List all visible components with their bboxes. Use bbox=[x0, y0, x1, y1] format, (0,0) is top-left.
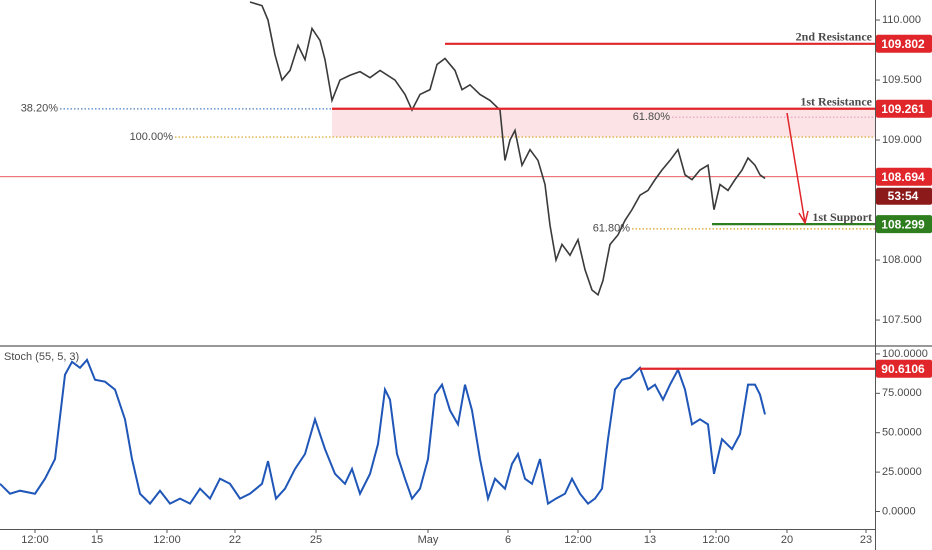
y-tick-label: 107.500 bbox=[882, 314, 922, 326]
x-tick-label: 12:00 bbox=[21, 534, 49, 546]
countdown: 53:54 bbox=[888, 189, 919, 203]
level-tag-bg bbox=[876, 215, 932, 234]
y-tick-label: 108.000 bbox=[882, 254, 922, 266]
stoch-level-tag: 90.6106 bbox=[881, 362, 925, 376]
fib-label: 100.00% bbox=[130, 131, 174, 143]
y-tick-label: 50.0000 bbox=[882, 427, 922, 439]
fib-label: 61.80% bbox=[633, 111, 671, 123]
fib-label: 38.20% bbox=[21, 103, 59, 115]
last-price-tag: 108.694 bbox=[881, 170, 925, 184]
resistance-zone bbox=[332, 108, 875, 138]
x-tick-label: 15 bbox=[91, 534, 103, 546]
target-arrow bbox=[786, 112, 809, 225]
y-tick-label: 100.0000 bbox=[882, 348, 928, 360]
x-tick-label: 6 bbox=[505, 534, 511, 546]
x-tick-label: 23 bbox=[860, 534, 872, 546]
y-tick-label: 109.000 bbox=[882, 134, 922, 146]
x-tick-label: 20 bbox=[781, 534, 793, 546]
series-line bbox=[249, 1, 766, 297]
x-tick-label: 22 bbox=[229, 534, 241, 546]
stoch-title: Stoch (55, 5, 3) bbox=[4, 351, 79, 363]
x-tick-label: 25 bbox=[310, 534, 322, 546]
y-tick-label: 75.0000 bbox=[882, 387, 922, 399]
level-tag-bg bbox=[876, 99, 932, 118]
y-tick-label: 109.500 bbox=[882, 74, 922, 86]
y-tick-label: 25.0000 bbox=[882, 466, 922, 478]
fib-label: 61.80% bbox=[593, 223, 631, 235]
countdown-bg bbox=[876, 187, 932, 205]
y-tick-label: 0.0000 bbox=[882, 505, 916, 517]
series-line bbox=[0, 358, 766, 506]
y-tick-label: 110.000 bbox=[882, 14, 921, 26]
stoch-level-tag-bg bbox=[876, 359, 932, 378]
x-tick-label: 12:00 bbox=[153, 534, 181, 546]
level-tag: 109.802 bbox=[881, 37, 925, 51]
x-tick-label: 13 bbox=[644, 534, 656, 546]
level-tag-bg bbox=[876, 34, 932, 53]
level-tag: 109.261 bbox=[881, 102, 925, 116]
level-label: 1st Support bbox=[812, 210, 872, 224]
level-tag: 108.299 bbox=[881, 217, 925, 231]
x-tick-label: 12:00 bbox=[564, 534, 592, 546]
x-tick-label: May bbox=[418, 534, 439, 546]
level-label: 1st Resistance bbox=[800, 94, 872, 108]
x-tick-label: 12:00 bbox=[702, 534, 730, 546]
level-label: 2nd Resistance bbox=[796, 30, 873, 44]
last-price-tag-bg bbox=[876, 167, 932, 186]
